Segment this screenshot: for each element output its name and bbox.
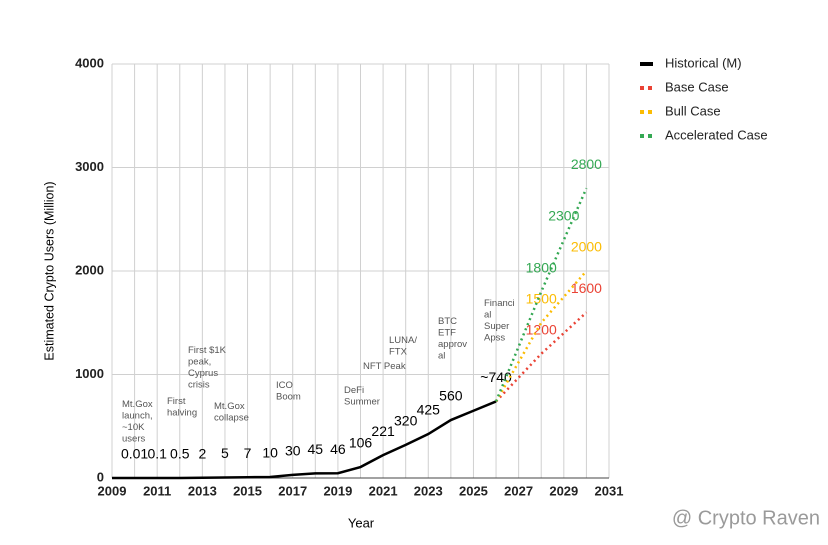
annotation: First $1K peak, Cyprus crisis	[188, 345, 227, 391]
data-label: 2800	[571, 156, 602, 172]
data-label: 1800	[526, 259, 557, 275]
annotation-line: ~10K	[122, 422, 145, 433]
annotation-line: Summer	[344, 397, 380, 408]
annotation-line: Mt.Gox	[122, 399, 153, 410]
legend-label: Historical (M)	[665, 55, 742, 70]
data-label: 1600	[571, 280, 602, 296]
annotation-line: ICO	[276, 380, 293, 391]
x-tick-label: 2019	[323, 483, 352, 498]
annotation-line: collapse	[214, 413, 249, 424]
grid	[111, 63, 610, 479]
legend-marker	[640, 110, 644, 114]
y-tick-label: 3000	[75, 159, 104, 174]
annotation: Mt.Gox collapse	[214, 401, 249, 424]
series-line	[111, 400, 497, 480]
annotation-line: ETF	[438, 328, 456, 339]
data-label: 30	[285, 443, 301, 459]
annotation: Financi al Super Apss	[484, 298, 515, 344]
annotation-line: Apss	[484, 333, 505, 344]
data-label: 221	[371, 423, 395, 439]
data-label: 2000	[571, 239, 602, 255]
data-label: 7	[244, 445, 252, 461]
data-label: 106	[349, 435, 373, 451]
annotation-line: launch,	[122, 411, 153, 422]
data-label: 0.1	[147, 446, 167, 462]
legend-marker	[648, 110, 652, 114]
x-tick-label: 2031	[595, 483, 624, 498]
annotation: Mt.Gox launch, ~10K users	[122, 399, 153, 445]
annotation-line: First	[167, 396, 186, 407]
annotation-line: NFT Peak	[363, 361, 406, 372]
data-label: 425	[417, 402, 441, 418]
x-tick-label: 2023	[414, 483, 443, 498]
data-label: 560	[439, 388, 463, 404]
x-tick-label: 2027	[504, 483, 533, 498]
legend-marker	[640, 62, 653, 66]
annotation-line: DeFi	[344, 385, 364, 396]
x-tick-label: 2011	[143, 483, 171, 498]
data-label: 1200	[526, 322, 557, 338]
annotation-line: halving	[167, 408, 197, 419]
y-tick-label: 2000	[75, 262, 104, 277]
legend-marker	[648, 134, 652, 138]
annotation-line: al	[438, 351, 445, 362]
annotation-line: FTX	[389, 347, 408, 358]
legend-label: Bull Case	[665, 103, 721, 118]
watermark: @ Crypto Raven	[672, 507, 820, 529]
data-label: 2300	[548, 208, 579, 224]
data-label: 45	[308, 441, 324, 457]
data-label: 5	[221, 445, 229, 461]
annotation-line: Mt.Gox	[214, 401, 245, 412]
data-label: 0.5	[170, 446, 190, 462]
annotation-line: approv	[438, 339, 467, 350]
y-tick-label: 4000	[75, 55, 104, 70]
data-label: 320	[394, 413, 418, 429]
y-tick-label: 0	[97, 469, 104, 484]
x-tick-label: 2021	[369, 483, 398, 498]
data-label: 46	[330, 441, 346, 457]
x-tick-label: 2017	[278, 483, 307, 498]
data-label: 1500	[526, 290, 557, 306]
legend-marker	[648, 86, 652, 90]
annotation: LUNA/FTX	[389, 335, 417, 358]
annotation-line: peak,	[188, 357, 211, 368]
data-label: 10	[262, 445, 278, 461]
annotation: BTC ETF approv al	[438, 316, 467, 362]
y-tick-label: 1000	[75, 366, 104, 381]
annotation-line: Super	[484, 321, 509, 332]
x-tick-label: 2025	[459, 483, 488, 498]
data-label: ~740	[480, 369, 512, 385]
annotation-line: users	[122, 434, 145, 445]
data-label: 2	[198, 445, 206, 461]
legend-label: Accelerated Case	[665, 127, 768, 142]
annotation: ICO Boom	[276, 380, 301, 403]
annotation-line: Cyprus	[188, 368, 218, 379]
x-axis-label: Year	[348, 515, 375, 530]
annotation: First halving	[167, 396, 197, 419]
y-axis-label: Estimated Crypto Users (Million)	[42, 181, 56, 360]
legend-label: Base Case	[665, 79, 729, 94]
annotation-line: LUNA/	[389, 335, 417, 346]
x-tick-label: 2013	[188, 483, 217, 498]
annotation: DeFi Summer	[344, 385, 380, 408]
annotation-line: Financi	[484, 298, 515, 309]
data-label: 0.01	[121, 446, 148, 462]
x-tick-label: 2015	[233, 483, 262, 498]
annotation-line: Boom	[276, 392, 301, 403]
x-tick-label: 2029	[549, 483, 578, 498]
annotation: NFT Peak	[363, 361, 406, 372]
x-tick-label: 2009	[98, 483, 127, 498]
annotation-line: BTC	[438, 316, 457, 327]
legend-marker	[640, 86, 644, 90]
annotation-line: First $1K	[188, 345, 227, 356]
annotation-line: al	[484, 310, 491, 321]
legend-marker	[640, 134, 644, 138]
series-line	[495, 311, 588, 403]
annotation-line: crisis	[188, 380, 210, 391]
